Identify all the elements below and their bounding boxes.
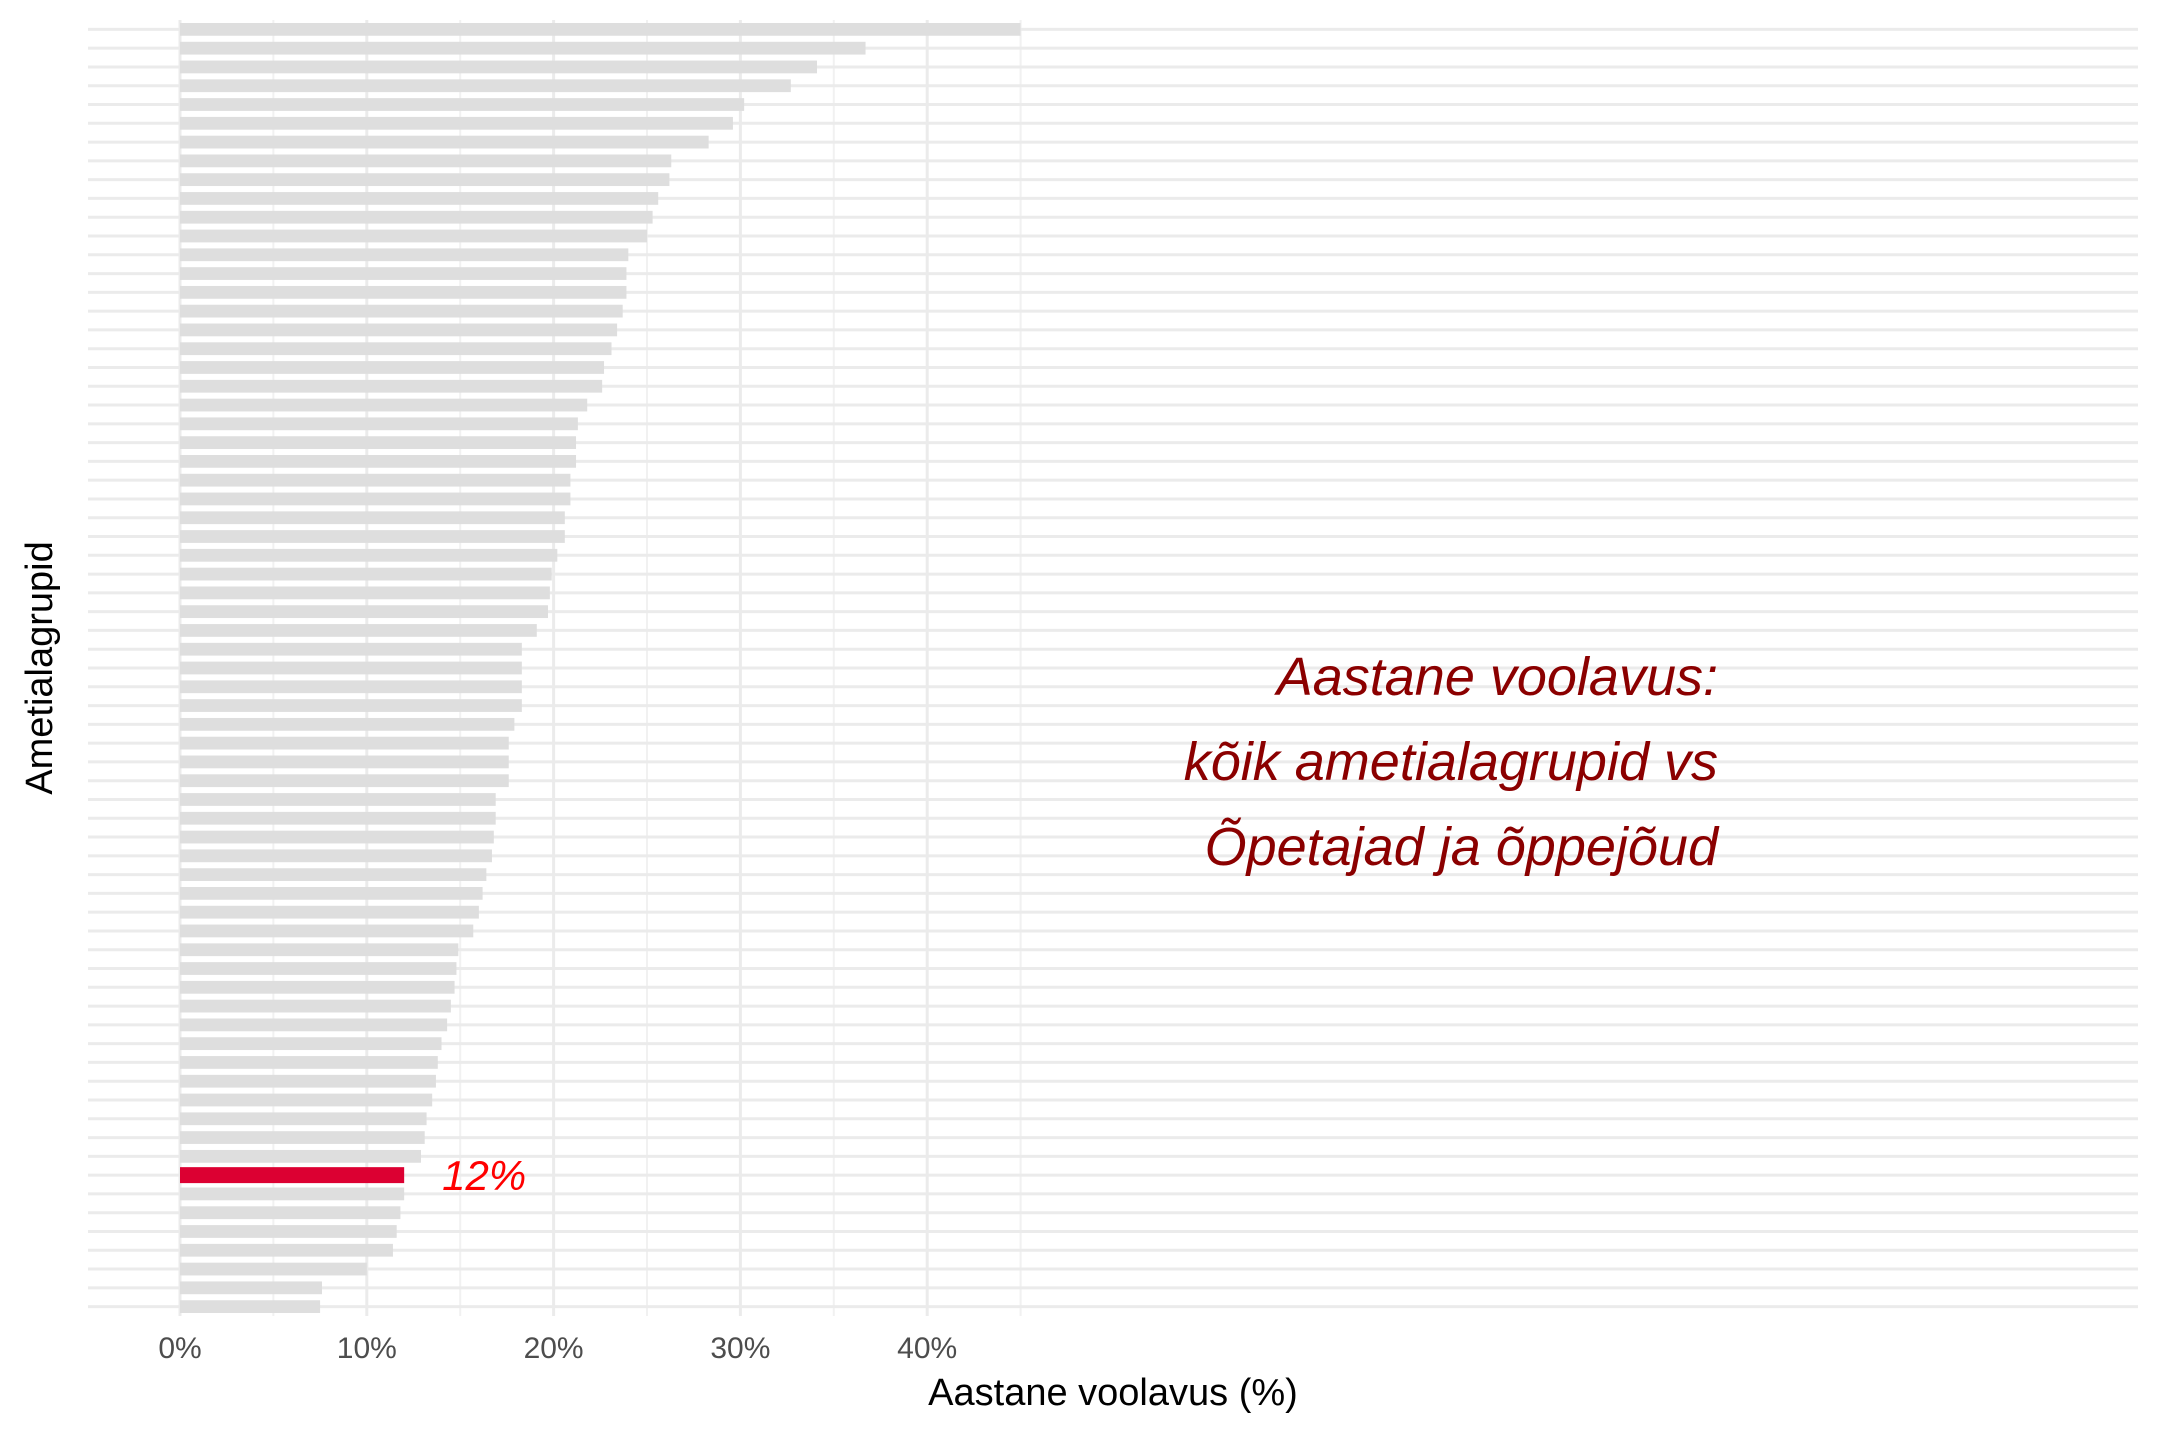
bar — [180, 1206, 401, 1220]
bar — [180, 530, 565, 543]
bar — [180, 135, 709, 149]
bar — [180, 1112, 427, 1126]
bar — [180, 398, 588, 412]
bar — [180, 173, 670, 187]
bar — [180, 699, 522, 712]
bar — [180, 717, 515, 731]
bar — [180, 755, 509, 769]
bar — [180, 793, 496, 806]
annotation-line: Õpetajad ja õppejõud — [1205, 817, 1720, 877]
bar — [180, 361, 605, 374]
bar — [180, 1074, 436, 1088]
bar — [180, 1225, 397, 1238]
bar — [180, 924, 474, 938]
bar — [180, 60, 817, 74]
highlight-bar — [180, 1167, 405, 1184]
x-tick-label: 30% — [710, 1332, 770, 1365]
bar — [180, 436, 577, 449]
bar — [180, 23, 1021, 36]
bar — [180, 154, 672, 168]
x-axis-title: Aastane voolavus (%) — [928, 1372, 1298, 1414]
highlight-bar-label: 12% — [442, 1152, 526, 1199]
bar — [180, 624, 537, 637]
bar — [180, 830, 494, 844]
bar — [180, 605, 548, 619]
x-tick-label: 0% — [158, 1332, 201, 1365]
bar — [180, 248, 629, 262]
annotation-line: Aastane voolavus: — [1274, 647, 1718, 707]
bar — [180, 887, 483, 900]
bar — [180, 323, 618, 337]
bar — [180, 229, 647, 243]
bar — [180, 511, 565, 525]
bar — [180, 1093, 433, 1107]
bar — [180, 98, 745, 111]
bar — [180, 1243, 393, 1257]
bar — [180, 905, 479, 919]
bar — [180, 1262, 367, 1276]
bar — [180, 417, 578, 431]
bar — [180, 267, 627, 280]
bar — [180, 680, 522, 694]
x-tick-label: 40% — [897, 1332, 957, 1365]
x-tick-labels: 0% 10% 20% 30% 40% — [158, 1332, 957, 1365]
bar — [180, 868, 487, 881]
bar — [180, 980, 455, 994]
annotation-line: kõik ametialagrupid vs — [1184, 732, 1718, 792]
bar — [180, 455, 577, 468]
bar — [180, 1187, 405, 1201]
annotation: Aastane voolavus: kõik ametialagrupid vs Õ… — [1184, 647, 1720, 877]
bar — [180, 1018, 448, 1032]
bar — [180, 210, 653, 224]
bar — [180, 1131, 425, 1144]
bars — [180, 23, 1021, 1313]
bar — [180, 41, 866, 55]
bar — [180, 548, 558, 562]
x-tick-label: 10% — [337, 1332, 397, 1365]
bar — [180, 285, 627, 299]
bar — [180, 1056, 438, 1069]
bar — [180, 999, 451, 1013]
bar — [180, 1037, 442, 1051]
bar — [180, 379, 603, 393]
bar — [180, 661, 522, 675]
bar — [180, 1149, 421, 1163]
bar — [180, 79, 791, 93]
bar — [180, 962, 457, 975]
bar — [180, 473, 571, 487]
bar — [180, 342, 612, 356]
bar — [180, 116, 733, 130]
bar — [180, 586, 550, 600]
bar — [180, 304, 623, 318]
bar — [180, 642, 522, 656]
bar — [180, 492, 571, 506]
x-tick-label: 20% — [524, 1332, 584, 1365]
bar — [180, 849, 492, 863]
y-axis-title: Ametialagrupid — [19, 541, 61, 794]
bar — [180, 1300, 321, 1313]
bar — [180, 943, 459, 957]
bar — [180, 736, 509, 750]
bar — [180, 811, 496, 825]
bar — [180, 192, 659, 205]
bar — [180, 774, 509, 788]
bar — [180, 567, 552, 581]
bar — [180, 1281, 322, 1295]
